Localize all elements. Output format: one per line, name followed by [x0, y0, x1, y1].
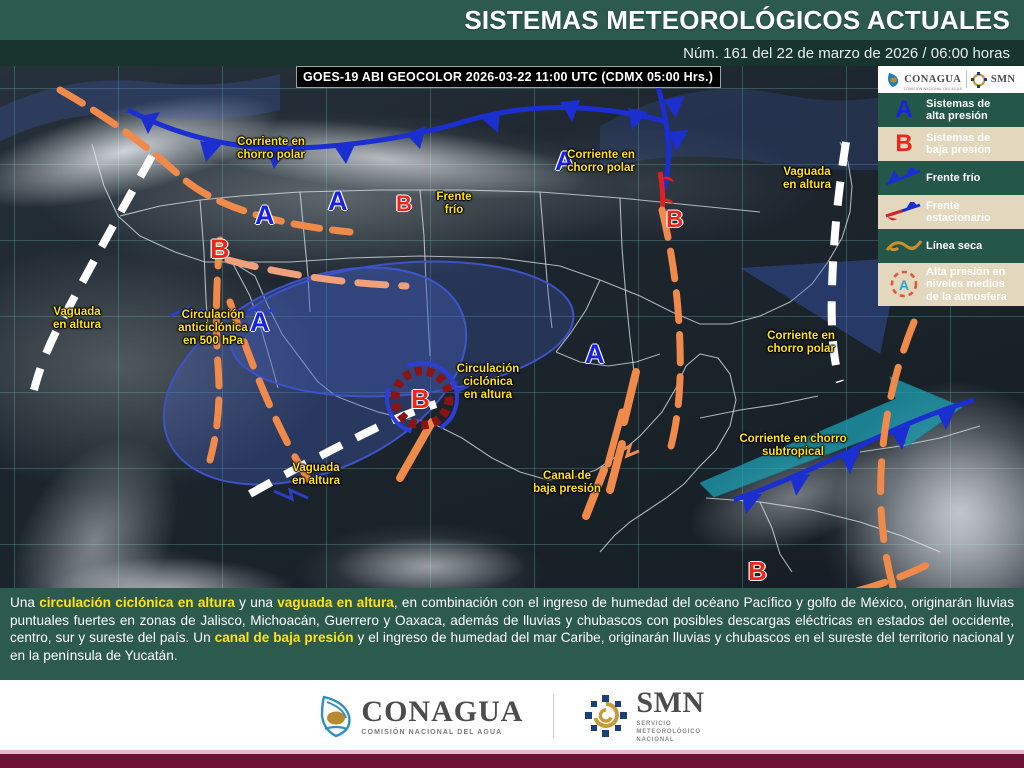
stationary-front-icon — [882, 202, 926, 222]
dry-line-atlantic-east — [877, 318, 918, 588]
bulletin-number-date: Núm. 161 del 22 de marzo de 2026 / 06:00… — [683, 44, 1010, 62]
footer-conagua-tagline: COMISIÓN NACIONAL DEL AGUA — [361, 728, 503, 736]
dry-line-west — [56, 86, 354, 236]
page-header-subbar: Núm. 161 del 22 de marzo de 2026 / 06:00… — [0, 40, 1024, 66]
page-footer: CONAGUA COMISIÓN NACIONAL DEL AGUA SMN S… — [0, 680, 1024, 752]
conagua-logo-icon — [887, 73, 898, 87]
summary-text-0: Una — [10, 595, 40, 610]
cyclonic-circulation-symbol — [385, 361, 459, 435]
legend-item-5: A Alta presión en niveles medios de la at… — [878, 263, 1024, 306]
summary-text-2: y una — [234, 595, 278, 610]
symbol-A-gulf-mexico: A — [585, 339, 605, 369]
svg-text:A: A — [899, 277, 909, 293]
high-pressure-A-icon: A — [895, 96, 913, 123]
map-legend[interactable]: CONAGUA COMISIÓN NACIONAL DEL AGUA SMN A… — [878, 66, 1024, 306]
cold-front-north — [126, 100, 669, 169]
itcz-line — [854, 556, 940, 588]
legend-item-3: Frente estacionario — [878, 195, 1024, 229]
legend-item-0: A Sistemas de alta presión — [878, 93, 1024, 127]
summary-highlight-5: canal de baja presión — [214, 630, 354, 646]
dry-line-northeast — [658, 206, 684, 454]
forecast-summary-text: Una circulación ciclónica en altura y un… — [10, 594, 1014, 665]
polar-jet-band-northwest — [0, 74, 280, 142]
footer-brand-bar — [0, 754, 1024, 768]
legend-item-label: Sistemas de alta presión — [926, 97, 991, 122]
trough-white-mexico — [248, 400, 438, 498]
dry-line-anticyclone-arm — [224, 256, 410, 290]
smn-spiral-icon — [585, 695, 628, 737]
subtropical-jet-arrow — [700, 376, 964, 498]
footer-smn-logo: SMN SERVICIO METEOROLÓGICO NACIONAL — [584, 685, 705, 744]
summary-text-6: y el ingreso de humedad del mar Caribe, … — [10, 630, 1015, 664]
summary-highlight-1: circulación ciclónica en altura — [39, 595, 235, 610]
satellite-title-bar: GOES-19 ABI GEOCOLOR 2026-03-22 11:00 UT… — [296, 66, 722, 88]
legend-item-label: Frente estacionario — [926, 199, 991, 224]
legend-item-2: Frente frío — [878, 161, 1024, 195]
cold-front-caribbean — [733, 397, 975, 514]
legend-items: A Sistemas de alta presión B Sistemas de ba… — [878, 93, 1024, 306]
legend-conagua-tagline: COMISIÓN NACIONAL DEL AGUA — [903, 86, 962, 91]
cold-front-icon — [882, 168, 926, 188]
legend-item-label: Frente frío — [926, 171, 981, 184]
page-header: SISTEMAS METEOROLÓGICOS ACTUALES — [0, 0, 1024, 40]
footer-accent-stripe — [0, 750, 1024, 754]
footer-conagua-name: CONAGUA — [361, 694, 524, 728]
low-pressure-channel-yucatan — [582, 368, 640, 520]
dry-line-southeast-pacific — [604, 408, 626, 468]
trough-white-east — [827, 141, 850, 384]
legend-logo-divider — [965, 71, 967, 88]
legend-logo-row: CONAGUA COMISIÓN NACIONAL DEL AGUA SMN — [878, 66, 1024, 93]
legend-conagua-name: CONAGUA — [904, 73, 962, 85]
summary-text-4: , en combinación con el ingreso de humed… — [10, 595, 1014, 646]
trough-line-mexico-west — [396, 418, 436, 482]
legend-item-label: Alta presión en niveles medios de la atm… — [926, 266, 1007, 303]
satellite-map[interactable]: GOES-19 ABI GEOCOLOR 2026-03-22 11:00 UT… — [0, 66, 1024, 588]
dry-line-icon — [882, 236, 926, 256]
conagua-wave-icon — [321, 695, 352, 738]
footer-divider — [553, 694, 555, 738]
summary-highlight-3: vaguada en altura — [277, 595, 394, 610]
footer-smn-tagline: SERVICIO METEOROLÓGICO NACIONAL — [636, 720, 701, 744]
cold-front-atlantic — [655, 85, 688, 191]
legend-smn-name: SMN — [990, 74, 1016, 85]
footer-smn-name: SMN — [636, 685, 705, 719]
dry-line-texas — [206, 236, 224, 464]
legend-item-label: Sistemas de baja presión — [926, 131, 991, 156]
forecast-summary: Una circulación ciclónica en altura y un… — [0, 588, 1024, 680]
low-pressure-B-icon: B — [895, 130, 913, 157]
legend-item-1: B Sistemas de baja presión — [878, 127, 1024, 161]
legend-item-label: Línea seca — [926, 239, 983, 252]
mid-level-high-icon: A — [882, 269, 926, 299]
footer-conagua-logo: CONAGUA COMISIÓN NACIONAL DEL AGUA — [319, 694, 523, 738]
page-title: SISTEMAS METEOROLÓGICOS ACTUALES — [464, 4, 1010, 35]
trough-white-west — [30, 154, 156, 391]
polar-jet-band-east — [740, 258, 900, 354]
legend-item-4: Línea seca — [878, 229, 1024, 263]
smn-logo-icon — [970, 71, 987, 88]
